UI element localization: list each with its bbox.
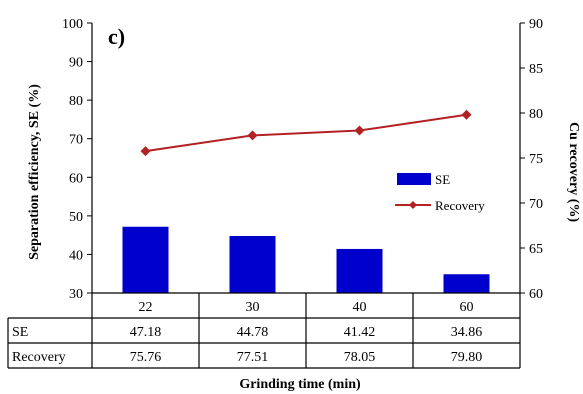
se-bar xyxy=(229,235,276,293)
x-tick-label: 22 xyxy=(139,300,153,315)
x-tick-label: 40 xyxy=(353,300,367,315)
y-left-tick-label: 40 xyxy=(69,248,83,263)
table-row-header: Recovery xyxy=(12,350,66,365)
data-table: 22 30 40 60 SE 47.18 44.78 41.42 34.86 Recovery 75… xyxy=(7,292,521,369)
legend-se-swatch xyxy=(397,173,431,185)
y-left-tick-label: 70 xyxy=(69,133,83,148)
table-cell-value: 44.78 xyxy=(237,325,269,340)
x-axis-title: Grinding time (min) xyxy=(239,377,361,392)
y-right-tick-label: 80 xyxy=(529,107,543,122)
x-tick-label: 30 xyxy=(246,300,260,315)
y-right-tick-label: 75 xyxy=(529,152,543,167)
panel-label: c) xyxy=(108,24,125,49)
x-tick-label: 60 xyxy=(460,300,474,315)
y-left-tick-label: 90 xyxy=(69,56,83,71)
y-left-tick-label: 60 xyxy=(69,171,83,186)
y-left-tick-label: 50 xyxy=(69,210,83,225)
y-right-tick-label: 65 xyxy=(529,242,543,257)
legend-recovery-marker xyxy=(409,201,417,209)
table-cell-value: 47.18 xyxy=(130,325,162,340)
recovery-line xyxy=(145,113,467,153)
se-bar xyxy=(443,274,490,293)
recovery-point xyxy=(461,109,472,120)
y-right-tick-label: 70 xyxy=(529,197,543,212)
bars-group xyxy=(122,226,490,293)
table-cell-value: 34.86 xyxy=(451,325,483,340)
table-cell-value: 79.80 xyxy=(451,350,483,365)
legend-se-label: SE xyxy=(435,172,450,187)
table-cell-value: 75.76 xyxy=(130,350,162,365)
table-cell-value: 78.05 xyxy=(344,350,376,365)
y-axis-left-title: Separation efficiency, SE (%) xyxy=(27,84,42,260)
y-left-tick-label: 100 xyxy=(62,17,83,32)
table-row-header: SE xyxy=(12,325,28,340)
recovery-point xyxy=(247,130,258,141)
axes-group: 30 40 50 60 70 80 90 100 60 65 70 75 80 85 90 xyxy=(62,17,543,302)
y-axis-right-title: Cu recovery (%) xyxy=(566,122,581,222)
y-right-tick-label: 85 xyxy=(529,62,543,77)
recovery-point xyxy=(140,146,151,157)
se-bar xyxy=(122,226,169,293)
table-cell-value: 41.42 xyxy=(344,325,376,340)
y-right-tick-label: 90 xyxy=(529,17,543,32)
recovery-line-group xyxy=(140,109,472,157)
table-cell-value: 77.51 xyxy=(237,350,269,365)
legend-recovery-label: Recovery xyxy=(435,198,485,213)
recovery-point xyxy=(354,125,365,136)
y-left-tick-label: 30 xyxy=(69,287,83,302)
legend: SE Recovery xyxy=(395,172,485,213)
y-right-tick-label: 60 xyxy=(529,287,543,302)
se-bar xyxy=(336,248,383,293)
y-left-tick-label: 80 xyxy=(69,94,83,109)
